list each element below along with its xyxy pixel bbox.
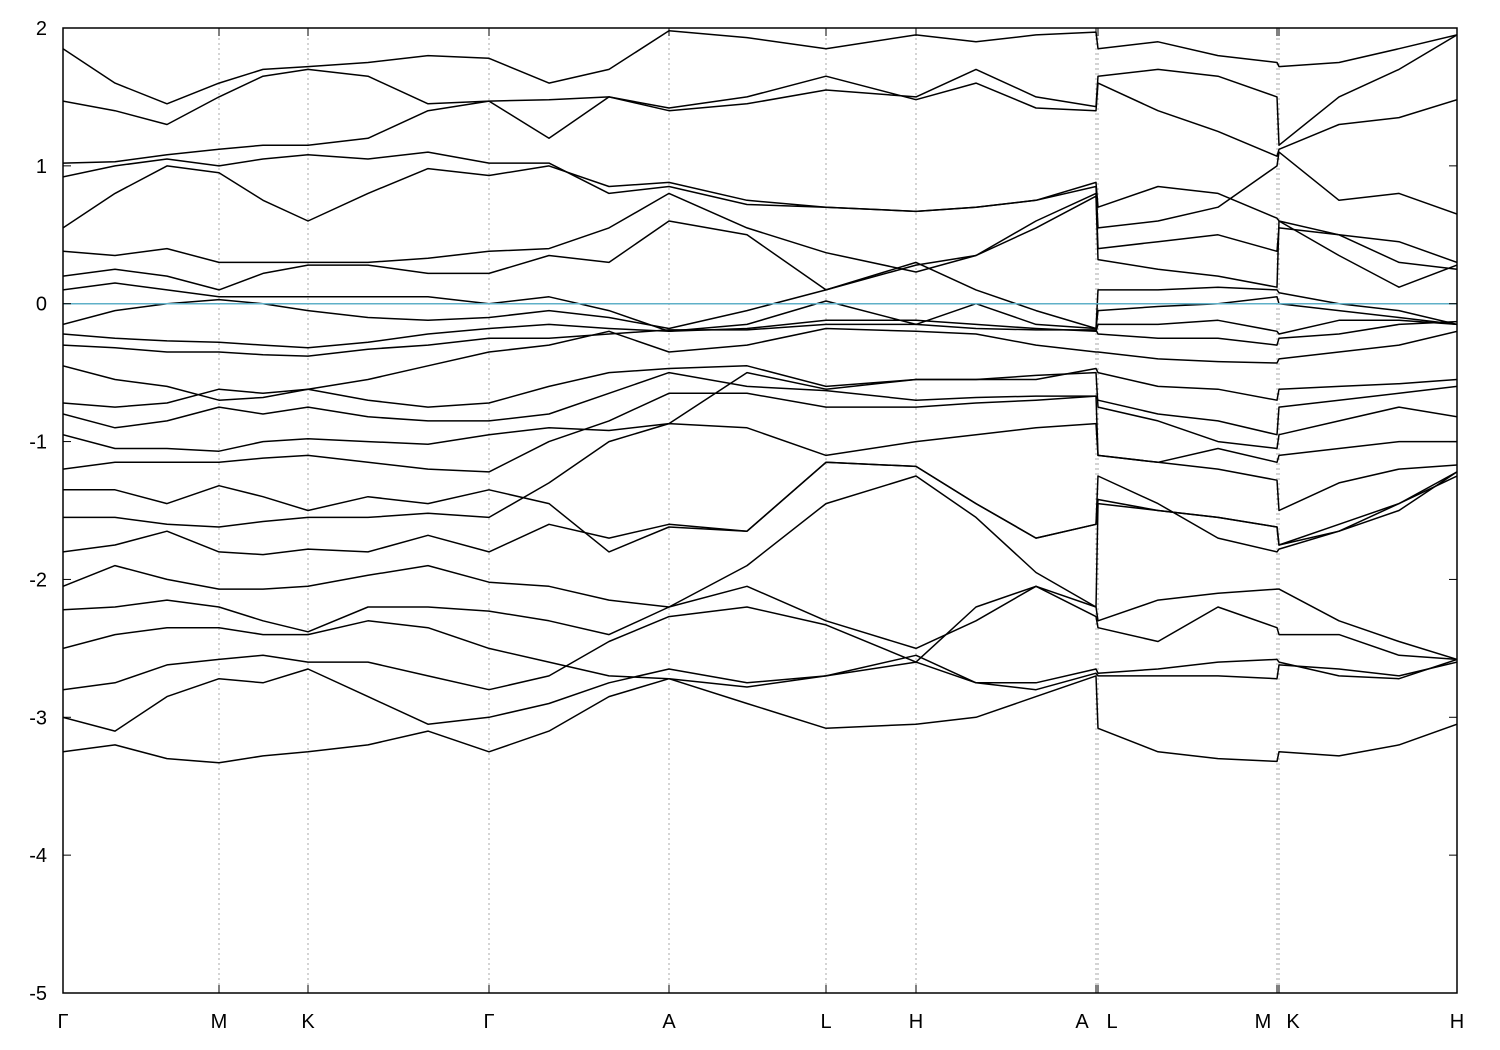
band-line <box>63 461 1457 553</box>
x-tick-label: H <box>1450 1011 1464 1033</box>
y-tick-label: 1 <box>36 156 47 178</box>
x-tick-label: K <box>301 1011 315 1033</box>
band-line <box>63 392 1457 473</box>
band-line <box>63 675 1457 764</box>
band-line <box>63 371 1457 436</box>
band-line <box>63 620 1457 688</box>
x-tick-label: L <box>1106 1011 1117 1033</box>
x-tick-label: L <box>820 1011 831 1033</box>
band-line <box>63 371 1457 452</box>
x-tick-label: Γ <box>483 1011 494 1033</box>
x-tick-label: Γ <box>57 1011 68 1033</box>
band-line <box>63 192 1457 273</box>
band-line <box>63 151 1457 229</box>
y-tick-label: 2 <box>36 18 47 40</box>
band-line <box>63 319 1457 349</box>
y-tick-label: -3 <box>29 707 47 729</box>
band-line <box>63 327 1457 401</box>
band-line <box>63 320 1457 357</box>
x-tick-label: A <box>662 1011 676 1033</box>
plot-frame <box>62 27 1458 994</box>
band-line <box>63 261 1457 330</box>
band-line <box>63 661 1457 732</box>
band-line <box>63 165 1457 271</box>
bands <box>63 30 1457 764</box>
band-line <box>63 282 1457 333</box>
y-tick-label: -1 <box>29 432 47 454</box>
y-tick-label: -2 <box>29 569 47 591</box>
y-tick-label: 0 <box>36 294 47 316</box>
band-line <box>63 365 1457 408</box>
y-tick-label: -4 <box>29 845 47 867</box>
band-line <box>63 195 1457 291</box>
x-tick-label: A <box>1075 1011 1089 1033</box>
band-line <box>63 475 1457 608</box>
band-line <box>63 30 1457 105</box>
band-line <box>63 585 1457 691</box>
x-tick-label: K <box>1286 1011 1300 1033</box>
band-line <box>63 585 1457 661</box>
band-line <box>63 422 1457 528</box>
y-tick-label: -5 <box>29 983 47 1005</box>
x-tick-label: M <box>211 1011 228 1033</box>
band-line <box>63 34 1457 146</box>
x-tick-label: H <box>909 1011 923 1033</box>
grid <box>218 28 1280 993</box>
band-line <box>63 75 1457 164</box>
band-line <box>63 461 1457 556</box>
x-tick-label: M <box>1255 1011 1272 1033</box>
